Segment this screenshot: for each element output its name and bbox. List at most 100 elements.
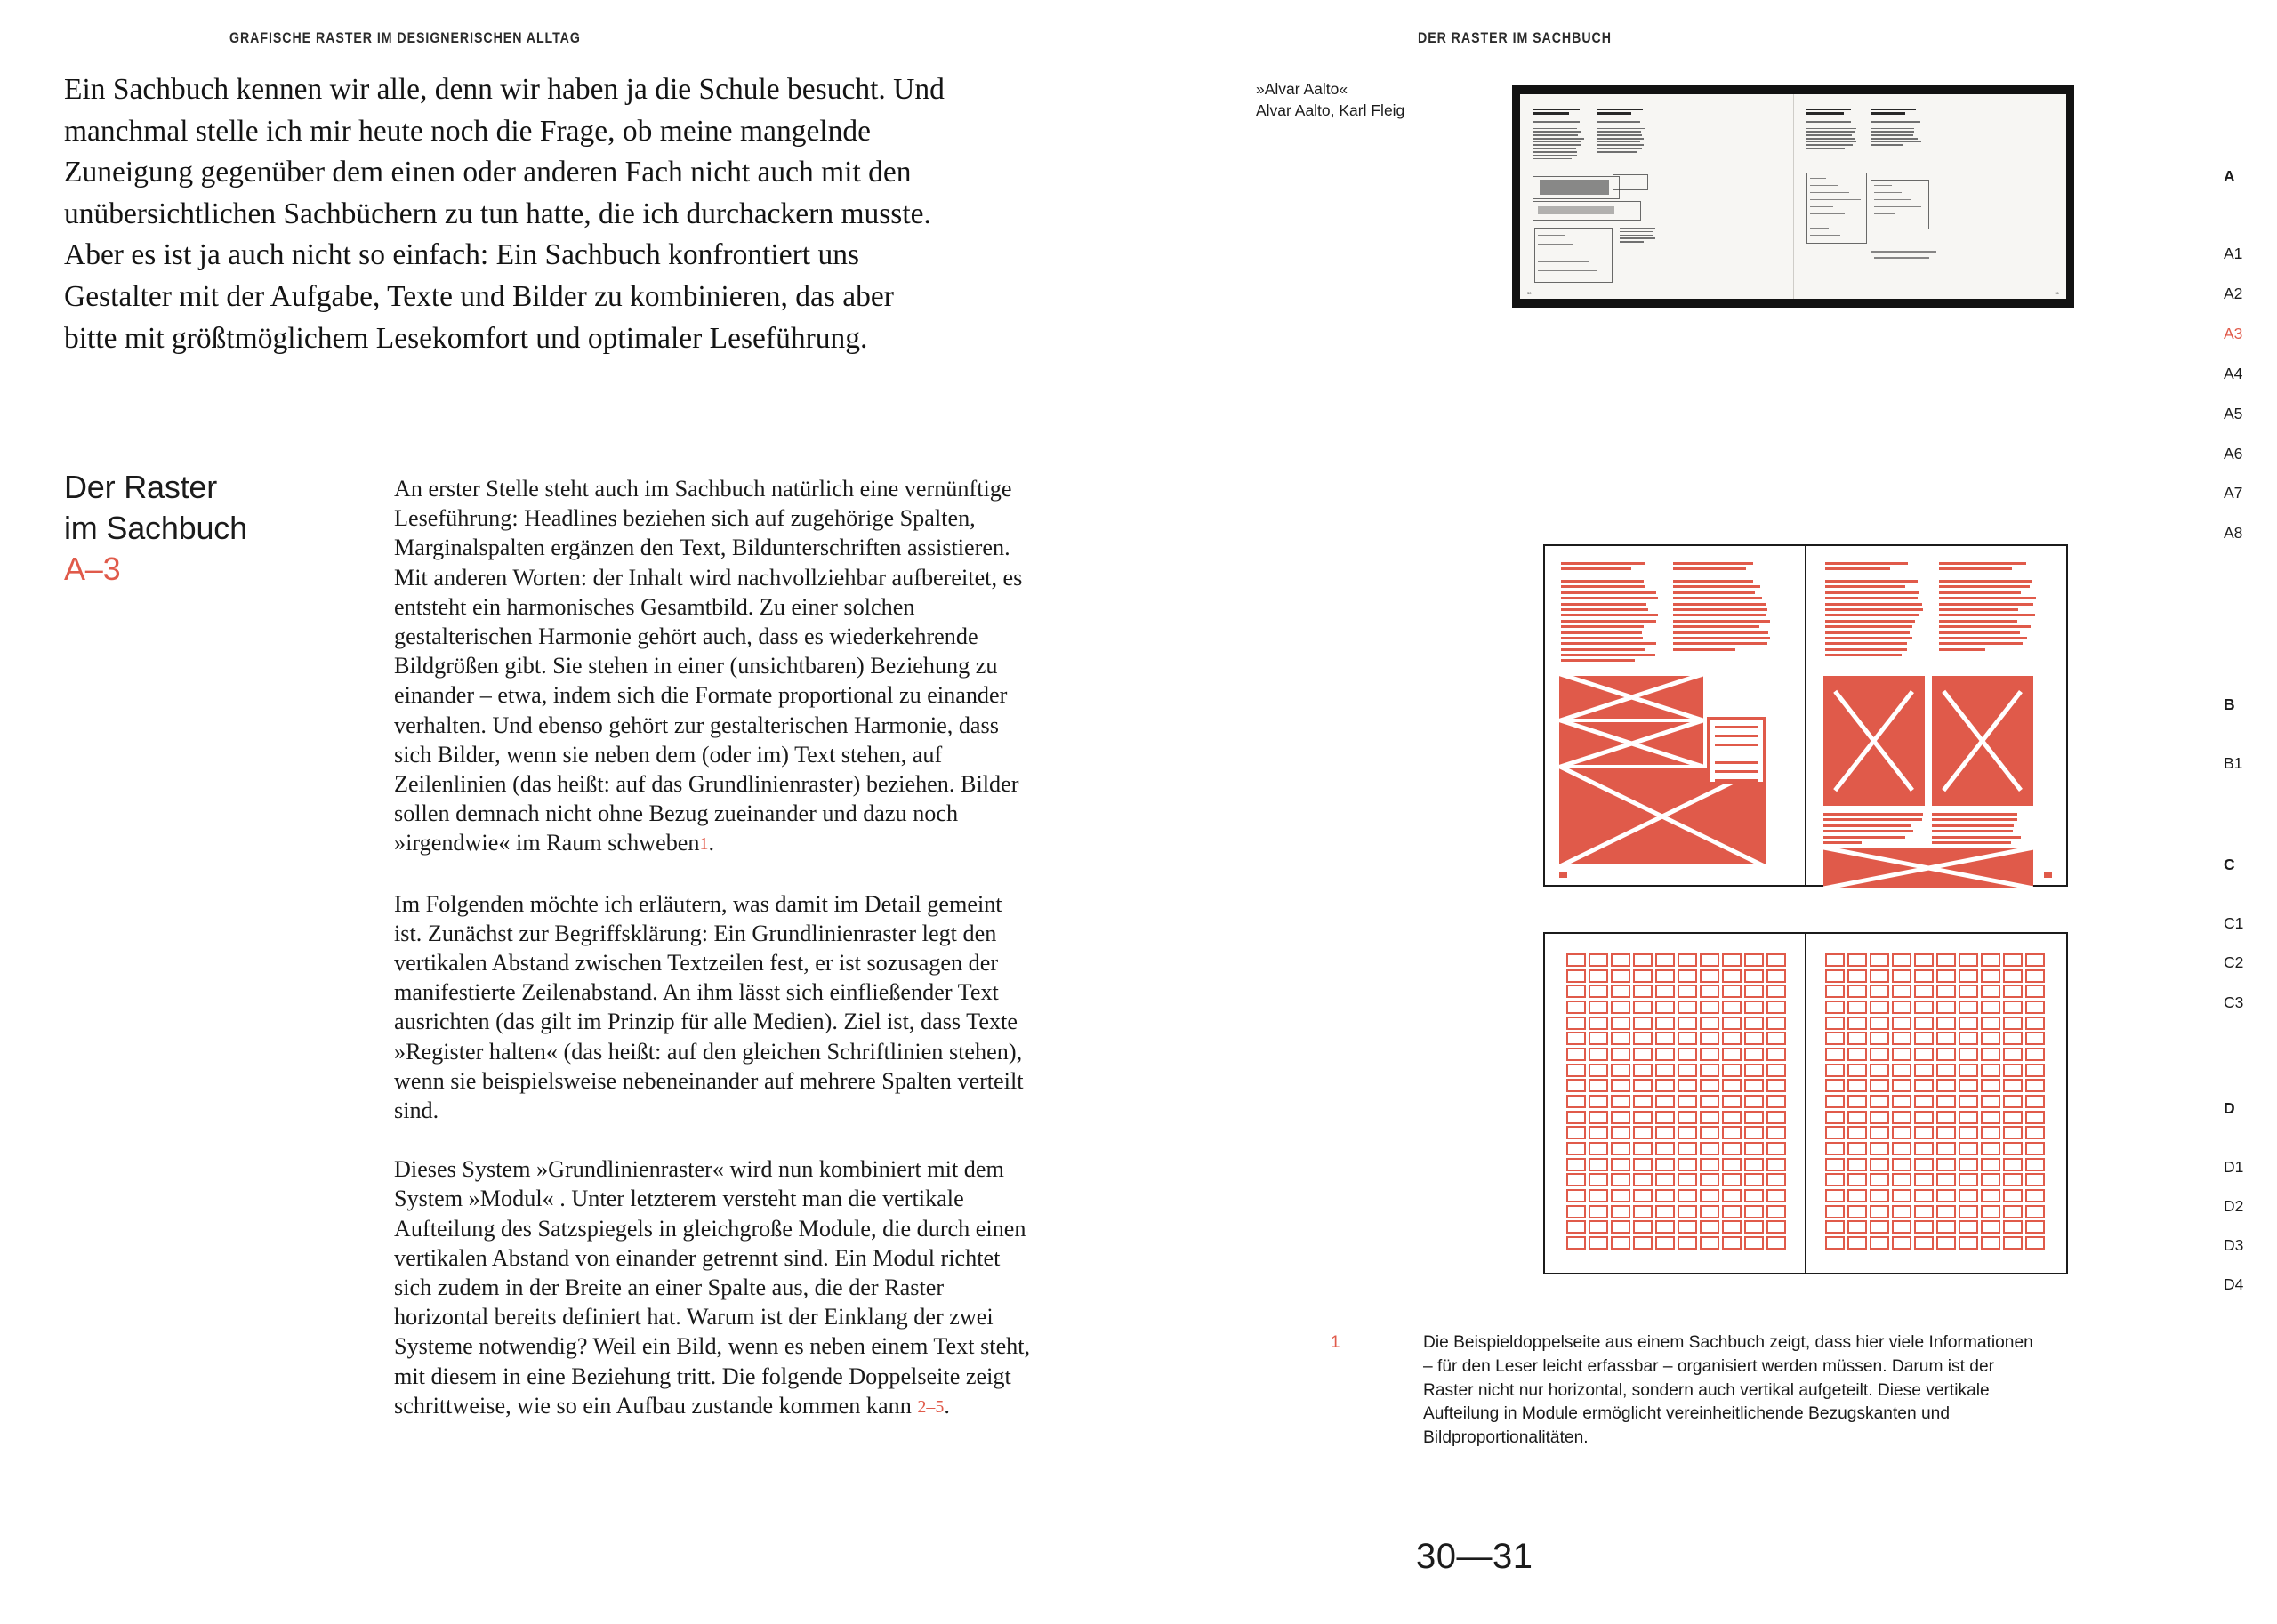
module-cell-right	[1825, 1173, 1845, 1186]
module-cell-right	[1981, 1017, 2000, 1030]
module-cell-right	[2025, 1220, 2045, 1234]
index-rail-item-a3[interactable]: A3	[2224, 325, 2265, 343]
photo-folio-left: 30	[1527, 291, 1531, 295]
index-rail-item-a8[interactable]: A8	[2224, 524, 2265, 543]
module-cell-left	[1678, 1126, 1697, 1139]
diagram-text-line	[1561, 648, 1645, 651]
module-cell-left	[1766, 1079, 1786, 1092]
sketch-plan-line	[1874, 213, 1895, 214]
chapter-title: Der Raster im Sachbuch A–3	[64, 467, 358, 590]
sketch-frame	[1613, 174, 1648, 190]
diagram-text-line	[1673, 567, 1746, 570]
module-cell-right	[1959, 1142, 1978, 1155]
module-cell-right	[1892, 1173, 1911, 1186]
index-rail-item-a7[interactable]: A7	[2224, 484, 2265, 502]
module-cell-left	[1589, 1032, 1608, 1045]
footnote-ref-1[interactable]: 1	[700, 834, 709, 854]
module-cell-left	[1655, 1095, 1675, 1108]
module-cell-right	[1959, 1079, 1978, 1092]
index-rail-item-d1[interactable]: D1	[2224, 1158, 2265, 1177]
index-rail-item-a1[interactable]: A1	[2224, 245, 2265, 263]
mock-text-line	[1533, 109, 1580, 110]
sketch-plan	[1534, 228, 1613, 283]
index-rail-item-a2[interactable]: A2	[2224, 285, 2265, 303]
module-cell-right	[1936, 1048, 1956, 1061]
module-cell-right	[1847, 1220, 1867, 1234]
module-cell-left	[1700, 1189, 1719, 1202]
module-cell-right	[1936, 1220, 1956, 1234]
module-cell-left	[1589, 1173, 1608, 1186]
index-rail-item-a4[interactable]: A4	[2224, 365, 2265, 383]
mock-text-line	[1597, 144, 1644, 146]
mock-text-line	[1533, 141, 1581, 143]
module-cell-left	[1566, 1001, 1586, 1014]
index-rail-item-b1[interactable]: B1	[2224, 754, 2265, 773]
module-cell-left	[1633, 1205, 1653, 1218]
module-cell-right	[1825, 1236, 1845, 1250]
module-cell-right	[1981, 1158, 2000, 1171]
mock-text-line	[1597, 125, 1647, 126]
module-cell-left	[1744, 953, 1764, 967]
sketch-plan-line	[1538, 235, 1565, 236]
module-cell-left	[1655, 1205, 1675, 1218]
module-cell-left	[1633, 1236, 1653, 1250]
index-rail-item-c3[interactable]: C3	[2224, 993, 2265, 1012]
mock-text-line	[1620, 237, 1655, 239]
index-rail-item-c[interactable]: C	[2224, 856, 2265, 874]
module-cell-right	[2003, 1048, 2023, 1061]
module-cell-right	[1892, 1126, 1911, 1139]
mock-text-line	[1597, 141, 1640, 143]
diagram-text-line	[1823, 818, 1922, 821]
diagram-text-block	[1825, 562, 1923, 574]
module-cell-right	[1981, 1236, 2000, 1250]
index-rail-item-a5[interactable]: A5	[2224, 405, 2265, 423]
index-rail-item-a6[interactable]: A6	[2224, 445, 2265, 463]
index-rail-item-a[interactable]: A	[2224, 167, 2265, 186]
index-rail-item-d[interactable]: D	[2224, 1099, 2265, 1118]
module-cell-right	[1847, 1064, 1867, 1077]
module-cell-right	[2003, 1173, 2023, 1186]
index-rail-item-b[interactable]: B	[2224, 695, 2265, 714]
index-rail-item-d2[interactable]: D2	[2224, 1197, 2265, 1216]
diagram-text-line	[1939, 620, 2017, 623]
module-cell-right	[1847, 1142, 1867, 1155]
running-head-left: GRAFISCHE RASTER IM DESIGNERISCHEN ALLTA…	[229, 30, 581, 47]
module-cell-left	[1722, 1236, 1742, 1250]
index-rail-item-d4[interactable]: D4	[2224, 1275, 2265, 1294]
index-rail-item-d3[interactable]: D3	[2224, 1236, 2265, 1255]
module-cell-left	[1744, 1236, 1764, 1250]
module-cell-left	[1744, 1017, 1764, 1030]
mock-text-line	[1533, 125, 1576, 126]
module-cell-right	[1914, 1079, 1934, 1092]
module-cell-right	[2025, 1236, 2045, 1250]
diagram-text-line	[1939, 603, 2033, 606]
module-cell-left	[1633, 1064, 1653, 1077]
module-cell-right	[1892, 1095, 1911, 1108]
module-cell-right	[1847, 1158, 1867, 1171]
module-cell-right	[1936, 1017, 1956, 1030]
module-cell-right	[2025, 1111, 2045, 1124]
module-cell-left	[1655, 1111, 1675, 1124]
diagram-text-line	[1825, 631, 1910, 634]
module-cell-right	[1914, 1017, 1934, 1030]
module-cell-right	[1825, 953, 1845, 967]
diagram-text-block	[1939, 562, 2037, 574]
mock-text-line	[1620, 235, 1653, 237]
index-rail-item-c1[interactable]: C1	[2224, 914, 2265, 933]
footnote-ref-2[interactable]: 2–5	[917, 1397, 944, 1417]
module-cell-right	[1870, 1079, 1889, 1092]
module-cell-right	[1959, 1236, 1978, 1250]
module-cell-left	[1678, 1220, 1697, 1234]
module-cell-left	[1611, 969, 1630, 983]
body-paragraph-2: Im Folgenden möchte ich erläutern, was d…	[394, 889, 1033, 1126]
module-cell-left	[1611, 1111, 1630, 1124]
mock-text-line	[1871, 134, 1914, 136]
module-cell-left	[1722, 1142, 1742, 1155]
index-rail-item-c2[interactable]: C2	[2224, 953, 2265, 972]
module-cell-left	[1655, 1032, 1675, 1045]
module-cell-right	[1936, 1079, 1956, 1092]
module-cell-left	[1722, 1205, 1742, 1218]
module-cell-right	[1936, 969, 1956, 983]
mock-text-line	[1806, 144, 1853, 146]
module-cell-right	[2003, 1064, 2023, 1077]
